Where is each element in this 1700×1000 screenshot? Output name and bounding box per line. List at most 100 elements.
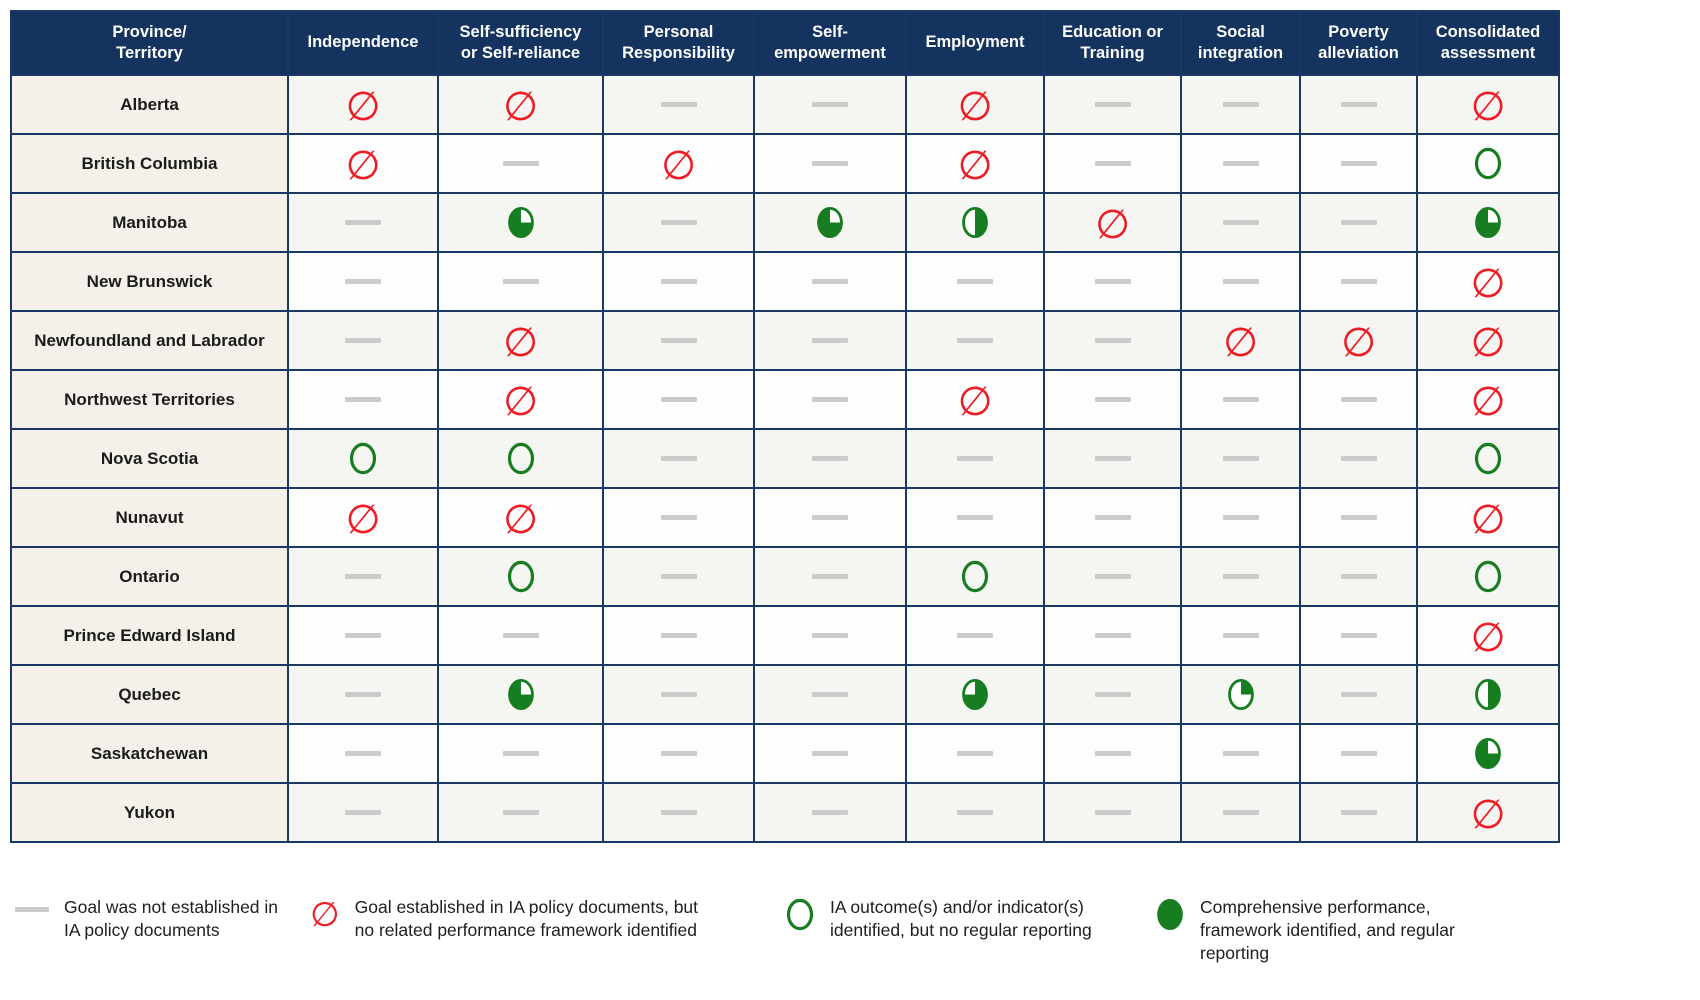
not-established-dash-icon [1094,278,1131,284]
half-pie-icon [1475,678,1501,711]
assessment-cell: ∅ [1180,310,1301,371]
legend-icon: ∅ [310,896,340,932]
not-established-dash-icon [660,101,697,107]
table-row: Northwest Territories ∅ ∅ ∅ [10,369,1560,430]
no-framework-empty-set-icon: ∅ [1223,319,1258,366]
assessment-cell [753,605,907,666]
assessment-cell [1180,74,1301,135]
not-established-dash-icon [957,750,993,756]
assessment-cell [437,782,604,843]
assessment-cell [1180,251,1301,312]
assessment-cell [1416,192,1560,253]
assessment-cell [602,192,755,253]
not-established-dash-icon [1094,101,1131,107]
column-header: Poverty alleviation [1299,10,1418,76]
assessment-cell [1043,605,1182,666]
not-established-dash-icon [1340,455,1377,461]
not-established-dash-icon [660,455,697,461]
not-established-dash-icon [1094,573,1131,579]
assessment-cell: ∅ [287,133,439,194]
no-framework-empty-set-icon: ∅ [1470,496,1506,543]
header-row: Province/ Territory Independence Self-suff… [10,10,1560,76]
not-established-dash-icon [1340,278,1377,284]
legend-label: IA outcome(s) and/or indicator(s) identi… [830,897,1092,941]
no-framework-empty-set-icon: ∅ [957,142,993,189]
assessment-cell [753,192,907,253]
assessment-cell [1043,310,1182,371]
legend-label: Goal established in IA policy documents,… [354,897,699,941]
not-established-dash-icon [957,278,993,284]
assessment-cell [287,664,439,725]
assessment-cell [287,723,439,784]
not-established-dash-icon [1340,160,1377,166]
three-quarter-pie-icon [1475,206,1501,239]
not-established-dash-icon [1222,396,1259,402]
assessment-cell [287,546,439,607]
province-label: New Brunswick [10,251,289,312]
not-established-dash-icon [957,455,993,461]
no-framework-empty-set-icon: ∅ [1470,260,1506,307]
column-header-province: Province/ Territory [10,10,289,76]
assessment-cell [1180,192,1301,253]
no-framework-empty-set-icon: ∅ [957,378,993,425]
no-framework-empty-set-icon: ∅ [1470,614,1506,661]
assessment-cell [753,428,907,489]
not-established-dash-icon [660,691,697,697]
assessment-cell: ∅ [1043,192,1182,253]
assessment-cell [1180,133,1301,194]
assessment-cell [1416,133,1560,194]
assessment-cell [905,192,1045,253]
assessment-cell [1299,369,1418,430]
not-established-dash-icon [1222,160,1259,166]
three-quarter-pie-icon [507,206,534,239]
not-established-dash-icon [1222,632,1259,638]
table-body: Alberta ∅ ∅ ∅ ∅ British Columbia ∅ ∅ ∅ Manitoba ∅ N… [10,74,1560,843]
assessment-cell [1043,74,1182,135]
province-label: Northwest Territories [10,369,289,430]
assessment-cell: ∅ [287,487,439,548]
assessment-cell [1299,546,1418,607]
assessment-cell: ∅ [1416,251,1560,312]
not-established-dash-icon [660,396,697,402]
assessment-cell [1043,251,1182,312]
assessment-cell: ∅ [437,74,604,135]
not-established-dash-icon [1222,455,1259,461]
not-established-dash-icon [345,691,381,697]
table-row: New Brunswick ∅ [10,251,1560,312]
not-established-dash-icon [660,514,697,520]
province-label: Ontario [10,546,289,607]
not-established-dash-icon [812,691,848,697]
outcome-open-circle-icon [1474,147,1502,180]
province-label: Newfoundland and Labrador [10,310,289,371]
no-framework-empty-set-icon: ∅ [503,378,538,425]
not-established-dash-icon [812,632,848,638]
assessment-cell: ∅ [437,310,604,371]
assessment-cell [905,251,1045,312]
not-established-dash-icon [502,278,539,284]
assessment-cell [1180,664,1301,725]
outcome-open-circle-icon [349,442,377,475]
assessment-cell [1043,723,1182,784]
assessment-cell [753,310,907,371]
assessment-cell [1299,133,1418,194]
legend-item: Goal was not established in IA policy do… [15,896,310,942]
table-row: British Columbia ∅ ∅ ∅ [10,133,1560,194]
assessment-cell [437,428,604,489]
not-established-dash-icon [812,160,848,166]
assessment-cell [287,251,439,312]
assessment-cell: ∅ [287,74,439,135]
three-quarter-pie-icon [817,206,843,239]
column-header: Consolidated assessment [1416,10,1560,76]
assessment-cell [1299,192,1418,253]
table-row: Quebec [10,664,1560,725]
assessment-cell: ∅ [1416,310,1560,371]
assessment-cell: ∅ [437,487,604,548]
not-established-dash-icon [1340,514,1377,520]
no-framework-empty-set-icon: ∅ [503,496,538,543]
not-established-dash-icon [812,514,848,520]
assessment-cell [1299,723,1418,784]
assessment-cell [437,723,604,784]
no-framework-empty-set-icon: ∅ [310,895,340,935]
not-established-dash-icon [1094,396,1131,402]
